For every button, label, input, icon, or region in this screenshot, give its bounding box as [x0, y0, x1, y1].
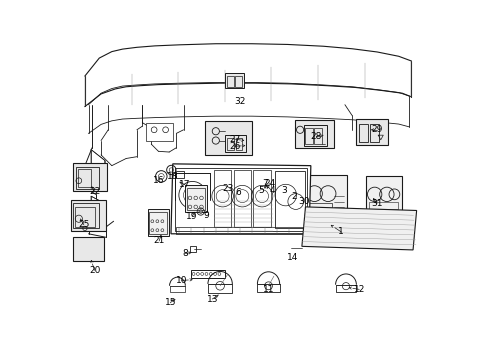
Text: 2: 2 [290, 192, 296, 201]
Text: 25: 25 [78, 220, 89, 229]
Bar [368, 202, 397, 209]
Bar [75, 207, 95, 226]
Bar [235, 138, 242, 150]
Bar [304, 128, 312, 144]
Bar [274, 171, 305, 228]
Polygon shape [301, 207, 416, 250]
Bar [147, 209, 169, 235]
Text: 16: 16 [153, 176, 164, 185]
Bar [227, 138, 233, 150]
Bar [73, 163, 107, 192]
Bar [149, 212, 167, 234]
Bar [355, 119, 387, 145]
Bar [187, 188, 204, 211]
Bar [253, 170, 270, 227]
Text: 24: 24 [264, 179, 275, 188]
Text: 10: 10 [176, 276, 187, 285]
Circle shape [199, 210, 202, 213]
Bar [145, 123, 172, 141]
Bar [297, 203, 331, 208]
Text: 28: 28 [310, 132, 321, 141]
Text: 1: 1 [338, 228, 344, 237]
Bar [290, 175, 346, 211]
Bar [294, 120, 333, 148]
Bar [235, 76, 241, 87]
Text: 27: 27 [229, 135, 240, 144]
Text: 8: 8 [182, 249, 188, 258]
Bar [76, 167, 99, 189]
Bar [73, 203, 99, 228]
Text: 31: 31 [371, 199, 382, 208]
Bar [190, 246, 196, 252]
Text: 29: 29 [371, 125, 382, 134]
Bar [227, 76, 233, 87]
Text: 6: 6 [235, 188, 241, 197]
Bar [70, 201, 106, 231]
Text: 20: 20 [89, 266, 100, 275]
Bar [303, 125, 326, 146]
Text: 4: 4 [269, 185, 275, 194]
Bar [185, 185, 206, 212]
Polygon shape [91, 149, 104, 184]
Text: 22: 22 [89, 187, 100, 196]
Text: 7: 7 [262, 179, 267, 188]
Bar [214, 170, 231, 227]
Bar [176, 226, 303, 234]
Text: 9: 9 [203, 211, 208, 220]
Text: 19: 19 [186, 212, 198, 221]
Bar [73, 237, 103, 261]
Text: 13: 13 [206, 294, 218, 303]
Polygon shape [171, 164, 310, 234]
Text: 5: 5 [258, 185, 264, 194]
Bar [359, 125, 367, 142]
Text: 17: 17 [179, 180, 190, 189]
Bar [174, 168, 306, 231]
Text: 21: 21 [153, 237, 164, 246]
Text: 3: 3 [281, 185, 286, 194]
Text: 30: 30 [298, 197, 309, 206]
Bar [366, 176, 402, 211]
Text: 23: 23 [222, 184, 233, 193]
Bar [78, 169, 91, 187]
Bar [224, 135, 246, 152]
Bar [169, 286, 185, 292]
Bar [204, 121, 251, 155]
Bar [257, 284, 279, 292]
Bar [190, 270, 224, 278]
Bar [369, 125, 378, 142]
Text: 12: 12 [353, 285, 364, 294]
Bar [207, 284, 232, 293]
Text: 11: 11 [262, 285, 274, 294]
Text: 26: 26 [229, 142, 240, 151]
Bar [233, 170, 250, 227]
Bar [225, 73, 244, 88]
Bar [313, 128, 321, 144]
Polygon shape [91, 196, 101, 220]
Bar [175, 171, 183, 178]
Text: 15: 15 [164, 298, 176, 307]
Text: 32: 32 [234, 97, 245, 106]
Bar [335, 285, 356, 292]
Text: 18: 18 [167, 172, 178, 181]
Text: 14: 14 [286, 253, 297, 262]
